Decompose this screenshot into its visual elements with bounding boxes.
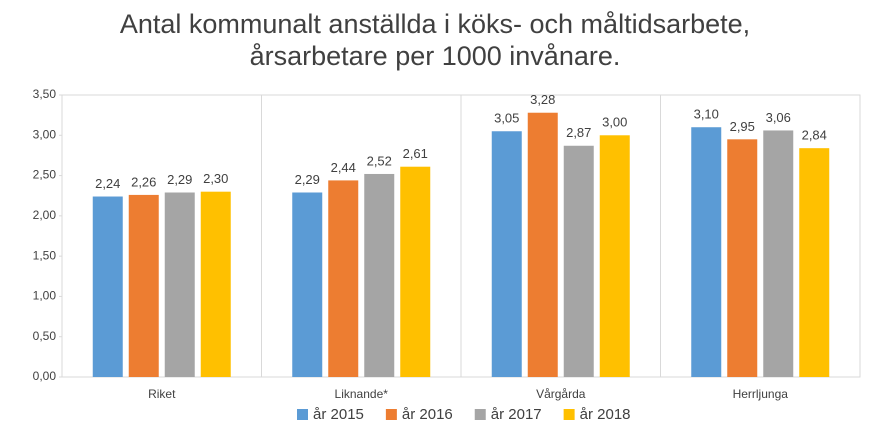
data-label: 2,29	[295, 172, 320, 187]
data-label: 2,30	[203, 171, 228, 186]
data-label: 2,84	[802, 128, 827, 143]
bar	[799, 148, 830, 377]
data-label: 3,06	[766, 110, 791, 125]
data-label: 2,95	[730, 119, 755, 134]
data-label: 2,61	[403, 146, 428, 161]
legend-label: år 2018	[580, 406, 631, 423]
legend-swatch	[297, 409, 308, 420]
y-tick-label: 2,00	[33, 208, 57, 222]
legend-label: år 2017	[491, 406, 542, 423]
x-tick-label: Riket	[148, 387, 176, 401]
bar	[364, 173, 395, 377]
legend-label: år 2015	[313, 406, 364, 423]
y-tick-label: 0,00	[33, 369, 57, 383]
bar	[727, 139, 758, 377]
data-label: 2,24	[95, 176, 120, 191]
bar	[563, 145, 594, 377]
data-label: 3,28	[530, 92, 555, 107]
x-tick-label: Vårgårda	[536, 387, 586, 401]
legend-swatch	[563, 409, 575, 420]
chart-title: Antal kommunalt anställda i köks- och må…	[119, 9, 751, 71]
bar	[328, 180, 359, 377]
bar	[599, 135, 630, 377]
y-tick-label: 0,50	[33, 329, 57, 343]
legend-swatch	[474, 409, 486, 420]
y-tick-label: 2,50	[33, 168, 57, 182]
x-tick-label: Liknande*	[335, 387, 389, 401]
y-tick-label: 3,00	[33, 127, 57, 141]
bar	[92, 196, 123, 377]
bar	[491, 131, 522, 377]
data-label: 3,10	[694, 107, 719, 122]
bar	[400, 166, 431, 377]
legend-label: år 2016	[402, 406, 453, 423]
y-tick-label: 1,00	[33, 289, 57, 303]
data-label: 2,29	[167, 172, 192, 187]
data-label: 2,26	[131, 174, 156, 189]
x-tick-label: Herrljunga	[733, 387, 789, 401]
bar	[527, 112, 558, 378]
data-label: 3,05	[494, 111, 519, 126]
y-tick-label: 1,50	[33, 248, 57, 262]
bar	[200, 191, 231, 377]
data-label: 2,52	[367, 153, 392, 168]
data-label: 2,44	[331, 160, 356, 175]
bar	[292, 192, 323, 377]
data-label: 3,00	[602, 115, 627, 130]
bar	[763, 130, 794, 377]
bar	[128, 194, 159, 377]
legend-swatch	[385, 409, 397, 420]
bar	[691, 127, 722, 377]
y-tick-label: 3,50	[33, 87, 57, 101]
bar	[164, 192, 195, 377]
data-label: 2,87	[566, 125, 591, 140]
